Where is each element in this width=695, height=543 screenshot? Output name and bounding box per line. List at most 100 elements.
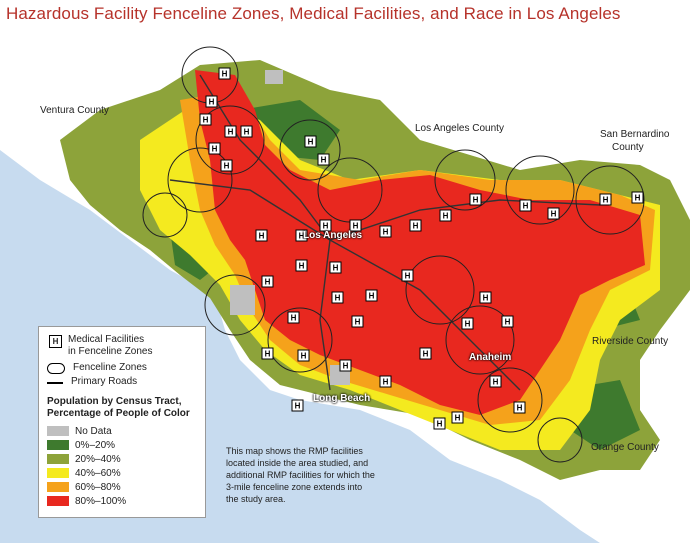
legend-class-40-60: 40%–60%: [47, 468, 121, 479]
svg-text:H: H: [265, 278, 271, 287]
fenceline-zone: [204, 274, 266, 336]
svg-text:H: H: [465, 320, 471, 329]
medical-facility-icon: H: [199, 113, 212, 126]
fenceline-zone-swatch-icon: [47, 363, 65, 374]
medical-facility-icon: H: [451, 411, 464, 424]
note-line: This map shows the RMP facilities: [226, 446, 363, 456]
legend-class-60-80: 60%–80%: [47, 482, 121, 493]
svg-text:H: H: [335, 294, 341, 303]
medical-facility-icon: H: [433, 417, 446, 430]
medical-facility-icon: H: [379, 375, 392, 388]
medical-facility-icon: H: [287, 311, 300, 324]
swatch-60-80: [47, 482, 69, 492]
note-line: located inside the area studied, and: [226, 458, 369, 468]
medical-facility-icon: H: [339, 359, 352, 372]
map-canvas: H H H H H H H H H H H H H H H H H H H H …: [0, 46, 690, 543]
medical-facility-icon: H: [261, 275, 274, 288]
svg-text:H: H: [209, 98, 215, 107]
fenceline-zones: [142, 46, 645, 463]
medical-facility-icon: H: [297, 349, 310, 362]
medical-facility-icon: H: [513, 401, 526, 414]
medical-facility-icon: H: [401, 269, 414, 282]
medical-facility-icon: H: [409, 219, 422, 232]
svg-text:H: H: [301, 352, 307, 361]
label-los-angeles-county: Los Angeles County: [415, 123, 504, 134]
medical-facility-icon: H: [205, 95, 218, 108]
fenceline-zone: [167, 147, 233, 213]
medical-facility-icon: H: [501, 315, 514, 328]
note-line: additional RMP facilities for which the: [226, 470, 375, 480]
fenceline-zone: [434, 149, 496, 211]
medical-facility-icon: H: [379, 225, 392, 238]
medical-facility-icon: H: [351, 315, 364, 328]
medical-facility-icon: H: [224, 125, 237, 138]
svg-text:H: H: [228, 128, 234, 137]
legend-class-label: 20%–40%: [75, 454, 121, 465]
legend-medical-line1: Medical Facilities: [68, 334, 145, 345]
legend-fenceline: Fenceline Zones: [47, 362, 147, 374]
medical-facility-icon: H: [240, 125, 253, 138]
legend-class-label: 40%–60%: [75, 468, 121, 479]
legend-fenceline-label: Fenceline Zones: [73, 362, 147, 373]
swatch-20-40: [47, 454, 69, 464]
swatch-40-60: [47, 468, 69, 478]
swatch-no-data: [47, 426, 69, 436]
fenceline-zone: [267, 307, 333, 373]
label-riverside-county: Riverside County: [592, 336, 669, 347]
svg-text:H: H: [323, 222, 329, 231]
fenceline-zone: [195, 105, 265, 175]
medical-facility-icon: H: [220, 159, 233, 172]
svg-text:H: H: [224, 162, 230, 171]
svg-text:H: H: [333, 264, 339, 273]
note-line: 3-mile fenceline zone extends into: [226, 482, 363, 492]
svg-text:H: H: [483, 294, 489, 303]
svg-text:H: H: [299, 232, 305, 241]
legend-roads-label: Primary Roads: [71, 376, 138, 387]
svg-text:H: H: [212, 145, 218, 154]
land-red: [195, 70, 645, 415]
swatch-80-100: [47, 496, 69, 506]
svg-text:H: H: [308, 138, 314, 147]
svg-text:H: H: [423, 350, 429, 359]
svg-text:H: H: [443, 212, 449, 221]
primary-road-swatch-icon: [47, 382, 63, 384]
label-anaheim: Anaheim: [469, 352, 512, 363]
svg-text:H: H: [265, 350, 271, 359]
medical-facility-icon: H: [295, 259, 308, 272]
map-legend: H Medical Facilities in Fenceline Zones F…: [38, 326, 206, 518]
svg-text:H: H: [523, 202, 529, 211]
note-line: the study area.: [226, 494, 286, 504]
land-no-data-3: [265, 70, 283, 84]
medical-facility-icon: H: [599, 193, 612, 206]
fenceline-zone: [505, 155, 575, 225]
medical-facility-icon: H: [331, 291, 344, 304]
medical-facility-icon: H: [461, 317, 474, 330]
legend-class-label: 80%–100%: [75, 496, 127, 507]
medical-facilities: H H H H H H H H H H H H H H H H H H H H …: [199, 67, 644, 430]
svg-text:H: H: [222, 70, 228, 79]
legend-class-no-data: No Data: [47, 426, 112, 437]
medical-facility-icon: H: [349, 219, 362, 232]
svg-text:H: H: [505, 318, 511, 327]
land-no-data-1: [230, 285, 255, 315]
swatch-0-20: [47, 440, 69, 450]
medical-facility-icon: H: [261, 347, 274, 360]
svg-text:H: H: [299, 262, 305, 271]
medical-facility-icon: H: [365, 289, 378, 302]
fenceline-zone: [477, 367, 543, 433]
svg-text:H: H: [473, 196, 479, 205]
road-4: [169, 179, 331, 241]
svg-text:H: H: [355, 318, 361, 327]
label-los-angeles-city: Los Angeles: [303, 230, 363, 241]
svg-text:H: H: [405, 272, 411, 281]
fenceline-zone: [575, 165, 645, 235]
map-area[interactable]: H H H H H H H H H H H H H H H H H H H H …: [0, 30, 695, 543]
legend-medical-line2: in Fenceline Zones: [68, 346, 153, 357]
label-long-beach: Long Beach: [313, 393, 371, 404]
svg-text:H: H: [295, 402, 301, 411]
svg-text:H: H: [383, 228, 389, 237]
svg-text:H: H: [437, 420, 443, 429]
legend-population-title-line1: Population by Census Tract,: [47, 396, 182, 407]
legend-class-label: 60%–80%: [75, 482, 121, 493]
medical-facility-icon: H: [631, 191, 644, 204]
